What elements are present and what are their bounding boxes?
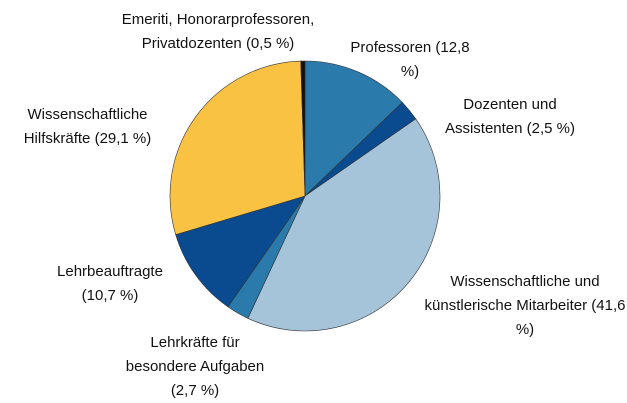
slice-label: Professoren (12,8 %) (350, 36, 470, 84)
pie-slice (304, 60, 403, 197)
pie-slice (300, 60, 306, 197)
slice-label: Emeriti, Honorarprofessoren, Privatdozen… (93, 8, 343, 56)
category-name: Lehrkräfte für besondere Aufgaben (125, 334, 265, 375)
category-name: Wissenschaftliche Hilfskräfte (23, 106, 148, 147)
value-label: (2,7 %) (170, 382, 220, 399)
category-name: Emeriti, Honorarprofessoren, Privatdozen… (121, 11, 315, 52)
pie-slice (247, 118, 441, 332)
value-label: (12,8 %) (400, 39, 470, 80)
value-label: (29,1 %) (94, 130, 152, 147)
slice-label: Wissenschaftliche und künstlerische Mita… (420, 270, 627, 342)
value-label: (2,5 %) (526, 120, 576, 137)
slice-label: Dozenten und Assistenten (2,5 %) (425, 93, 595, 141)
category-name: Professoren (350, 39, 432, 56)
slice-label: Lehrkräfte für besondere Aufgaben (2,7 %… (115, 331, 275, 403)
category-name: Dozenten und Assistenten (444, 96, 557, 137)
category-name: Lehrbeauftragte (57, 263, 163, 280)
pie-slice (169, 60, 306, 236)
value-label: (41,6 %) (515, 297, 626, 338)
slice-label: Wissenschaftliche Hilfskräfte (29,1 %) (5, 103, 170, 151)
category-name: Wissenschaftliche und künstlerische Mita… (424, 273, 600, 314)
pie-slice (175, 195, 306, 308)
value-label: (0,5 %) (245, 35, 295, 52)
slice-label: Lehrbeauftragte (10,7 %) (45, 260, 175, 308)
value-label: (10,7 %) (81, 287, 139, 304)
